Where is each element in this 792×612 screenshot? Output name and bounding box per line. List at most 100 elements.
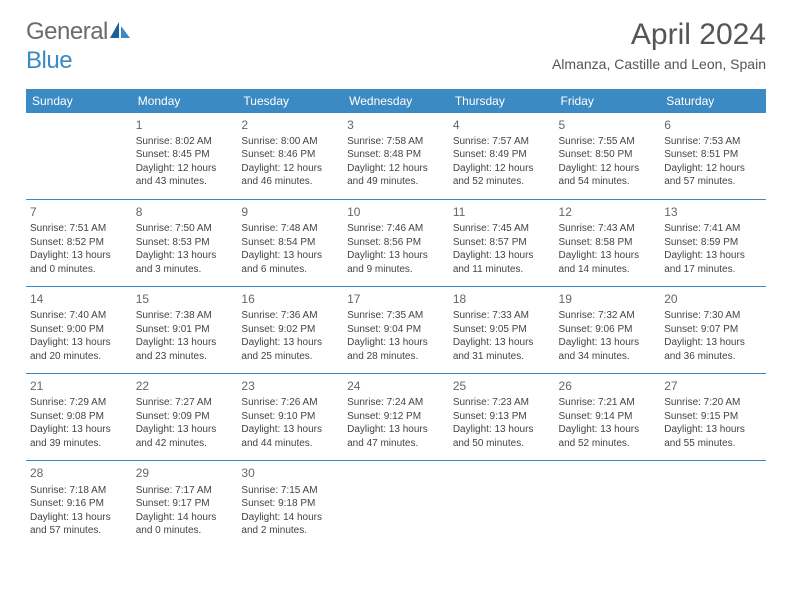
- daylight-text: Daylight: 13 hours: [453, 336, 551, 350]
- sunrise-text: Sunrise: 7:58 AM: [347, 135, 445, 149]
- daylight-text: and 0 minutes.: [136, 524, 234, 538]
- sunrise-text: Sunrise: 7:41 AM: [664, 222, 762, 236]
- weekday-header: Thursday: [449, 89, 555, 113]
- day-number: 21: [30, 378, 128, 394]
- day-number: 12: [559, 204, 657, 220]
- day-number: 1: [136, 117, 234, 133]
- daylight-text: Daylight: 13 hours: [241, 336, 339, 350]
- calendar-cell: 12Sunrise: 7:43 AMSunset: 8:58 PMDayligh…: [555, 199, 661, 286]
- sunrise-text: Sunrise: 7:38 AM: [136, 309, 234, 323]
- sunset-text: Sunset: 9:00 PM: [30, 323, 128, 337]
- sunset-text: Sunset: 9:04 PM: [347, 323, 445, 337]
- day-number: 18: [453, 291, 551, 307]
- calendar-row: 14Sunrise: 7:40 AMSunset: 9:00 PMDayligh…: [26, 287, 766, 374]
- daylight-text: and 23 minutes.: [136, 350, 234, 364]
- sunrise-text: Sunrise: 7:27 AM: [136, 396, 234, 410]
- daylight-text: Daylight: 13 hours: [347, 336, 445, 350]
- sunset-text: Sunset: 8:51 PM: [664, 148, 762, 162]
- calendar-cell: [26, 113, 132, 200]
- calendar-cell: 29Sunrise: 7:17 AMSunset: 9:17 PMDayligh…: [132, 461, 238, 548]
- day-number: 5: [559, 117, 657, 133]
- calendar-row: 28Sunrise: 7:18 AMSunset: 9:16 PMDayligh…: [26, 461, 766, 548]
- sunrise-text: Sunrise: 7:24 AM: [347, 396, 445, 410]
- sunrise-text: Sunrise: 7:36 AM: [241, 309, 339, 323]
- daylight-text: and 31 minutes.: [453, 350, 551, 364]
- sunrise-text: Sunrise: 8:00 AM: [241, 135, 339, 149]
- daylight-text: and 25 minutes.: [241, 350, 339, 364]
- daylight-text: Daylight: 13 hours: [347, 423, 445, 437]
- daylight-text: Daylight: 13 hours: [664, 423, 762, 437]
- weekday-header: Sunday: [26, 89, 132, 113]
- day-number: 25: [453, 378, 551, 394]
- calendar-cell: 7Sunrise: 7:51 AMSunset: 8:52 PMDaylight…: [26, 199, 132, 286]
- daylight-text: Daylight: 13 hours: [30, 423, 128, 437]
- sail-icon: [110, 19, 132, 47]
- sunrise-text: Sunrise: 7:17 AM: [136, 484, 234, 498]
- daylight-text: Daylight: 13 hours: [559, 249, 657, 263]
- daylight-text: and 57 minutes.: [30, 524, 128, 538]
- sunrise-text: Sunrise: 7:29 AM: [30, 396, 128, 410]
- sunrise-text: Sunrise: 7:55 AM: [559, 135, 657, 149]
- calendar-cell: 21Sunrise: 7:29 AMSunset: 9:08 PMDayligh…: [26, 374, 132, 461]
- daylight-text: Daylight: 12 hours: [241, 162, 339, 176]
- calendar-cell: 25Sunrise: 7:23 AMSunset: 9:13 PMDayligh…: [449, 374, 555, 461]
- daylight-text: and 9 minutes.: [347, 263, 445, 277]
- day-number: 6: [664, 117, 762, 133]
- sunrise-text: Sunrise: 7:26 AM: [241, 396, 339, 410]
- daylight-text: and 14 minutes.: [559, 263, 657, 277]
- sunrise-text: Sunrise: 8:02 AM: [136, 135, 234, 149]
- daylight-text: Daylight: 12 hours: [559, 162, 657, 176]
- daylight-text: Daylight: 12 hours: [664, 162, 762, 176]
- calendar-cell: 10Sunrise: 7:46 AMSunset: 8:56 PMDayligh…: [343, 199, 449, 286]
- daylight-text: Daylight: 13 hours: [136, 336, 234, 350]
- day-number: 10: [347, 204, 445, 220]
- sunrise-text: Sunrise: 7:18 AM: [30, 484, 128, 498]
- sunset-text: Sunset: 9:09 PM: [136, 410, 234, 424]
- sunset-text: Sunset: 9:06 PM: [559, 323, 657, 337]
- daylight-text: and 50 minutes.: [453, 437, 551, 451]
- sunrise-text: Sunrise: 7:51 AM: [30, 222, 128, 236]
- calendar-cell: [449, 461, 555, 548]
- calendar-cell: 19Sunrise: 7:32 AMSunset: 9:06 PMDayligh…: [555, 287, 661, 374]
- daylight-text: Daylight: 13 hours: [664, 249, 762, 263]
- daylight-text: and 52 minutes.: [453, 175, 551, 189]
- sunrise-text: Sunrise: 7:45 AM: [453, 222, 551, 236]
- day-number: 29: [136, 465, 234, 481]
- location-subtitle: Almanza, Castille and Leon, Spain: [552, 56, 766, 72]
- day-number: 26: [559, 378, 657, 394]
- daylight-text: Daylight: 13 hours: [30, 249, 128, 263]
- sunset-text: Sunset: 9:12 PM: [347, 410, 445, 424]
- page-title: April 2024: [552, 18, 766, 52]
- calendar-cell: 20Sunrise: 7:30 AMSunset: 9:07 PMDayligh…: [660, 287, 766, 374]
- calendar-cell: 15Sunrise: 7:38 AMSunset: 9:01 PMDayligh…: [132, 287, 238, 374]
- header: GeneralBlue April 2024 Almanza, Castille…: [0, 0, 792, 83]
- day-number: 22: [136, 378, 234, 394]
- daylight-text: and 42 minutes.: [136, 437, 234, 451]
- daylight-text: and 55 minutes.: [664, 437, 762, 451]
- calendar-cell: 22Sunrise: 7:27 AMSunset: 9:09 PMDayligh…: [132, 374, 238, 461]
- title-block: April 2024 Almanza, Castille and Leon, S…: [552, 18, 766, 72]
- daylight-text: Daylight: 13 hours: [664, 336, 762, 350]
- day-number: 19: [559, 291, 657, 307]
- daylight-text: Daylight: 12 hours: [136, 162, 234, 176]
- weekday-header-row: Sunday Monday Tuesday Wednesday Thursday…: [26, 89, 766, 113]
- daylight-text: and 39 minutes.: [30, 437, 128, 451]
- calendar-cell: 14Sunrise: 7:40 AMSunset: 9:00 PMDayligh…: [26, 287, 132, 374]
- day-number: 3: [347, 117, 445, 133]
- sunset-text: Sunset: 8:59 PM: [664, 236, 762, 250]
- day-number: 4: [453, 117, 551, 133]
- calendar-cell: 18Sunrise: 7:33 AMSunset: 9:05 PMDayligh…: [449, 287, 555, 374]
- logo: GeneralBlue: [26, 18, 132, 75]
- sunset-text: Sunset: 9:02 PM: [241, 323, 339, 337]
- sunrise-text: Sunrise: 7:53 AM: [664, 135, 762, 149]
- daylight-text: and 44 minutes.: [241, 437, 339, 451]
- logo-text-general: General: [26, 18, 108, 45]
- sunset-text: Sunset: 9:07 PM: [664, 323, 762, 337]
- day-number: 15: [136, 291, 234, 307]
- sunrise-text: Sunrise: 7:48 AM: [241, 222, 339, 236]
- weekday-header: Monday: [132, 89, 238, 113]
- day-number: 27: [664, 378, 762, 394]
- day-number: 16: [241, 291, 339, 307]
- sunrise-text: Sunrise: 7:20 AM: [664, 396, 762, 410]
- sunrise-text: Sunrise: 7:15 AM: [241, 484, 339, 498]
